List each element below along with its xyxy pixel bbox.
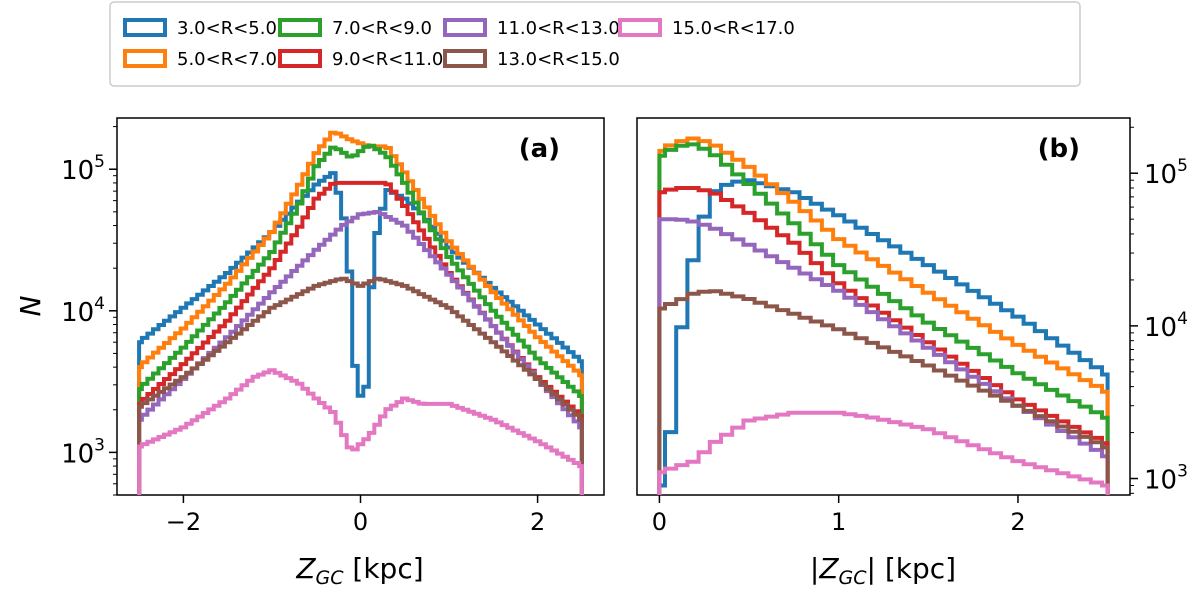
panel-b-xlabel-sub: GC [839,567,868,589]
legend-label: 9.0<R<11.0 [332,49,443,70]
panel-b-xlabel-unit: | [kpc] [867,552,957,585]
x-tick-label: 2 [530,508,545,536]
x-tick-label: 0 [353,508,368,536]
series-line [657,178,1110,495]
series-line [137,210,584,495]
legend-swatch [123,18,167,37]
series-line [657,217,1110,495]
series-line [137,143,584,495]
legend-label: 3.0<R<5.0 [177,18,277,39]
legend-label: 15.0<R<17.0 [672,18,795,39]
panel-b-xlabel: |ZGC| [kpc] [810,552,956,589]
y-tick-label: 105 [1144,156,1188,190]
series-line [137,180,584,495]
x-tick-label: −2 [166,508,201,536]
legend-label: 7.0<R<9.0 [332,18,432,39]
y-tick-exponent: 5 [1177,156,1188,176]
panel-a-xlabel-main: Z [295,552,316,585]
panel-b-label: (b) [1038,134,1080,164]
legend-swatch [443,18,487,37]
x-tick-label: 0 [652,508,667,536]
series-line [137,130,584,495]
legend-frame [109,1,1081,87]
x-tick-label: 2 [1010,508,1025,536]
panel-a-label: (a) [519,134,560,164]
y-tick-base: 10 [61,298,94,328]
legend-swatch [278,18,322,37]
y-tick-base: 10 [61,156,94,186]
series-line [657,410,1110,495]
y-tick-label: 105 [61,152,105,186]
series-line [137,368,584,495]
panel-a-xlabel: ZGC [kpc] [295,552,423,589]
series-line [657,142,1110,495]
series-line [657,289,1110,495]
legend-label: 13.0<R<15.0 [497,49,620,70]
legend-swatch [618,18,662,37]
panel-a-xlabel-unit: [kpc] [344,552,424,585]
series-line [137,276,584,495]
y-tick-label: 103 [61,435,105,469]
y-tick-base: 10 [61,439,94,469]
legend-label: 11.0<R<13.0 [497,18,620,39]
series-line [657,186,1110,495]
panel-a-xlabel-sub: GC [316,567,345,589]
x-tick-label: 1 [831,508,846,536]
legend-swatch [123,49,167,68]
y-tick-exponent: 5 [94,152,105,172]
y-tick-label: 104 [1144,309,1188,343]
y-tick-label: 103 [1144,462,1188,496]
panel-b-xlabel-main: |Z [810,552,839,585]
panel-a-ylabel: N [14,295,47,316]
y-tick-base: 10 [1144,313,1177,343]
y-tick-exponent: 3 [1177,462,1188,482]
legend-label: 5.0<R<7.0 [177,49,277,70]
series-line [137,171,584,495]
y-tick-exponent: 4 [94,294,105,314]
y-tick-base: 10 [1144,160,1177,190]
y-tick-base: 10 [1144,466,1177,496]
y-tick-label: 104 [61,294,105,328]
legend: 3.0<R<5.0 5.0<R<7.0 7.0<R<9.0 9.0<R<11.0 11.… [109,1,1081,87]
panel-b-frame [636,117,1131,496]
legend-swatch [443,49,487,68]
series-line [657,136,1110,495]
y-tick-exponent: 4 [1177,309,1188,329]
legend-swatch [278,49,322,68]
y-tick-exponent: 3 [94,435,105,455]
